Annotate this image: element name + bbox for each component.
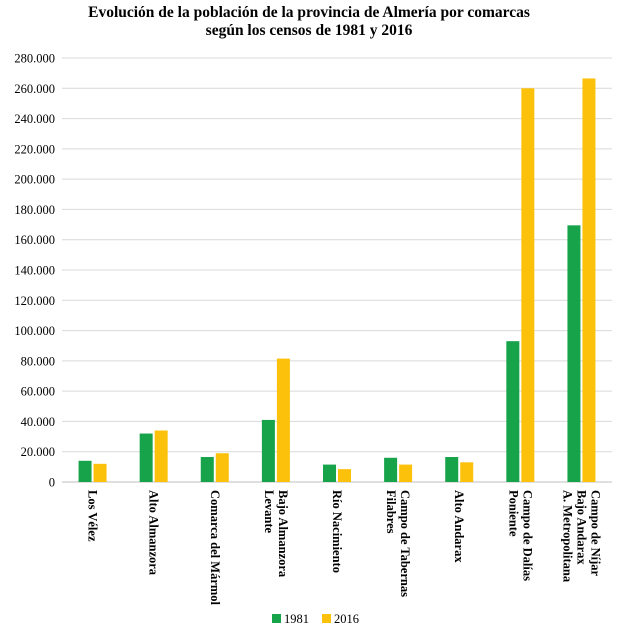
bar-1981-6 bbox=[445, 457, 459, 482]
bar-1981-5 bbox=[384, 457, 398, 482]
bar-2016-2 bbox=[215, 453, 229, 482]
bar-2016-4 bbox=[338, 469, 351, 482]
bar-1981-8 bbox=[567, 225, 581, 483]
legend-label-1981: 1981 bbox=[284, 612, 309, 626]
bar-1981-0 bbox=[78, 460, 92, 482]
x-category-label: Campo de Níjar bbox=[588, 490, 602, 577]
x-category-label: Poniente bbox=[506, 490, 520, 537]
bar-2016-8 bbox=[582, 78, 596, 482]
bar-2016-6 bbox=[460, 462, 474, 482]
x-axis: Los Vélez Alto Almanzora Comarca del Mármo… bbox=[86, 490, 603, 606]
y-tick-label: 200.000 bbox=[14, 173, 55, 187]
x-category-label: Campo de Dalías bbox=[520, 490, 534, 581]
bar-1981-4 bbox=[323, 464, 336, 482]
bar-2016-3 bbox=[276, 358, 290, 482]
bar-1981-2 bbox=[200, 457, 214, 482]
x-category-label: Filabres bbox=[384, 490, 398, 534]
y-tick-label: 60.000 bbox=[21, 385, 55, 399]
x-category-label: Alto Andarax bbox=[452, 490, 466, 563]
x-category-label: Bajo Andarax bbox=[574, 490, 588, 565]
x-category-label: Campo de Tabernas bbox=[398, 490, 412, 597]
y-tick-label: 260.000 bbox=[14, 82, 55, 96]
x-category-label: Bajo Almanzora bbox=[276, 490, 290, 578]
x-category-label: Alto Almanzora bbox=[147, 490, 161, 576]
y-tick-label: 120.000 bbox=[14, 294, 55, 308]
y-tick-label: 100.000 bbox=[14, 324, 55, 338]
y-tick-label: 40.000 bbox=[21, 415, 55, 429]
bar-2016-5 bbox=[399, 464, 413, 482]
legend-swatch-1981 bbox=[272, 614, 281, 623]
y-tick-label: 220.000 bbox=[14, 142, 55, 156]
x-category-label: Comarca del Mármol bbox=[208, 490, 222, 606]
y-tick-label: 160.000 bbox=[14, 233, 55, 247]
y-tick-label: 0 bbox=[49, 476, 55, 490]
y-tick-label: 140.000 bbox=[14, 264, 55, 278]
bar-2016-1 bbox=[154, 430, 168, 482]
x-category-label: Los Vélez bbox=[86, 490, 100, 542]
y-tick-label: 240.000 bbox=[14, 112, 55, 126]
y-tick-label: 180.000 bbox=[14, 203, 55, 217]
y-tick-label: 80.000 bbox=[21, 354, 55, 368]
y-tick-label: 280.000 bbox=[14, 52, 55, 66]
chart-title-line-2: según los censos de 1981 y 2016 bbox=[205, 22, 413, 39]
legend-swatch-2016 bbox=[322, 614, 331, 623]
x-category-label: A. Metropolitana bbox=[560, 490, 574, 583]
x-category-label: Río Nacimiento bbox=[330, 490, 344, 573]
bars bbox=[78, 78, 596, 483]
chart-title-line-1: Evolución de la población de la provinci… bbox=[88, 4, 530, 21]
legend-label-2016: 2016 bbox=[334, 612, 359, 626]
x-category-label: Levante bbox=[262, 490, 276, 534]
gridlines bbox=[62, 57, 612, 483]
y-tick-label: 20.000 bbox=[21, 445, 55, 459]
bar-1981-3 bbox=[261, 419, 275, 482]
bar-2016-7 bbox=[521, 88, 535, 483]
legend: 1981 2016 bbox=[272, 612, 359, 626]
bar-2016-0 bbox=[93, 463, 107, 482]
y-axis: 0 20.000 40.000 60.000 80.000 100.000 120.000 1… bbox=[14, 52, 55, 490]
bar-1981-7 bbox=[506, 341, 520, 482]
bar-1981-1 bbox=[139, 433, 153, 482]
